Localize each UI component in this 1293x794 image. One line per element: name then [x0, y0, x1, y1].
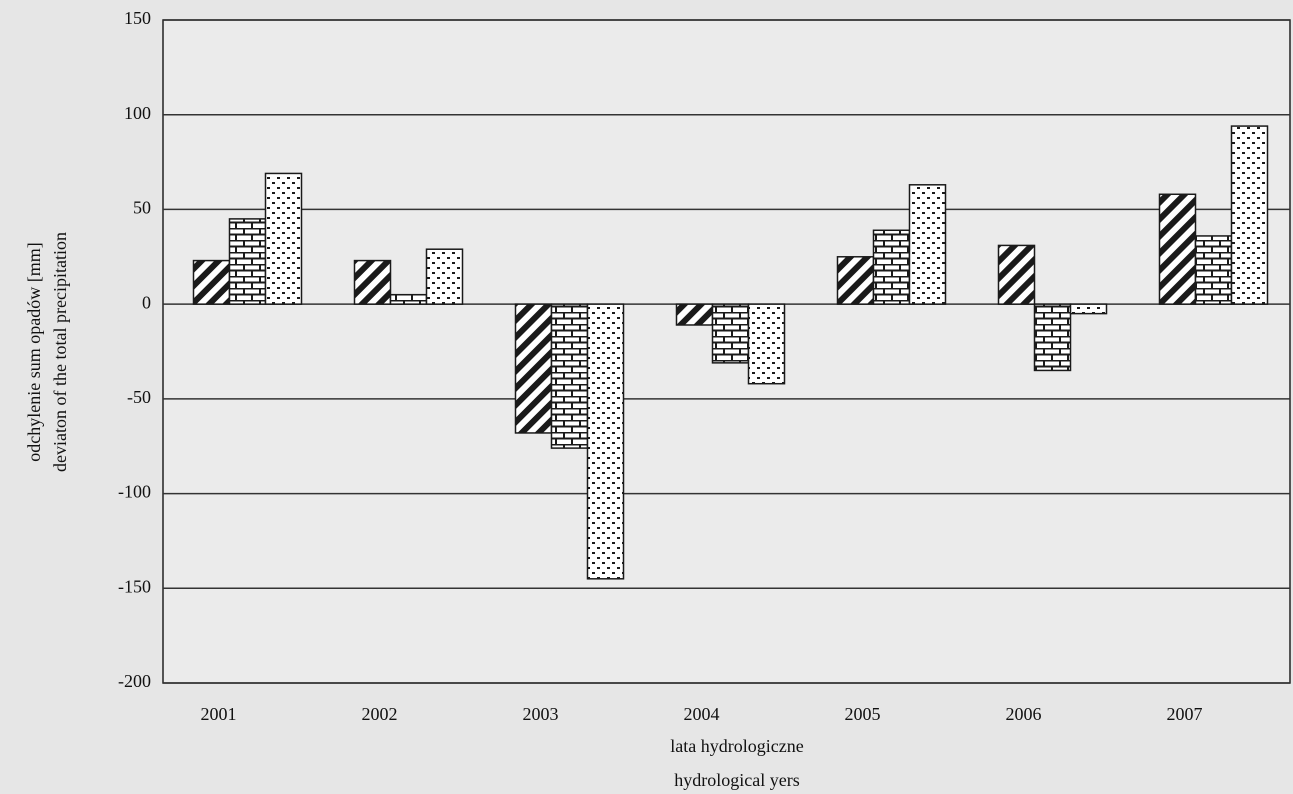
bar: [836, 256, 875, 305]
bar: [675, 303, 714, 326]
x-tick-label: 2005: [845, 704, 881, 724]
y-tick-label: 50: [133, 198, 151, 218]
bar: [1230, 125, 1269, 305]
bar: [711, 303, 750, 364]
bar: [389, 293, 428, 305]
y-tick-label: 0: [142, 292, 151, 312]
x-tick-label: 2001: [201, 704, 237, 724]
y-tick-label: 100: [124, 103, 151, 123]
y-tick-label: -100: [118, 482, 151, 502]
bar: [997, 244, 1036, 305]
y-tick-label: -150: [118, 576, 151, 596]
x-tick-label: 2006: [1006, 704, 1042, 724]
y-tick-label: 150: [124, 8, 151, 28]
bar: [1194, 235, 1233, 305]
bar: [1069, 303, 1108, 315]
x-tick-label: 2007: [1167, 704, 1203, 724]
y-tick-label: -50: [127, 387, 151, 407]
bar: [264, 172, 303, 305]
x-axis-title: lata hydrologiczne: [670, 736, 803, 756]
bar: [228, 218, 267, 305]
bar: [908, 184, 947, 305]
bar: [550, 303, 589, 449]
bar: [192, 259, 231, 305]
bar: [747, 303, 786, 385]
x-tick-label: 2002: [362, 704, 398, 724]
bar: [514, 303, 553, 434]
bar: [586, 303, 625, 580]
y-axis-title: odchylenie sum opadów [mm]: [24, 242, 44, 461]
y-tick-label: -200: [118, 671, 151, 691]
bar: [425, 248, 464, 305]
bar: [872, 229, 911, 305]
x-axis-title: hydrological yers: [674, 770, 799, 790]
x-tick-label: 2003: [523, 704, 559, 724]
bar: [353, 259, 392, 305]
x-tick-label: 2004: [684, 704, 720, 724]
y-axis-title: deviaton of the total precipitation: [50, 232, 70, 472]
bar: [1033, 303, 1072, 372]
bar: [1158, 193, 1197, 305]
